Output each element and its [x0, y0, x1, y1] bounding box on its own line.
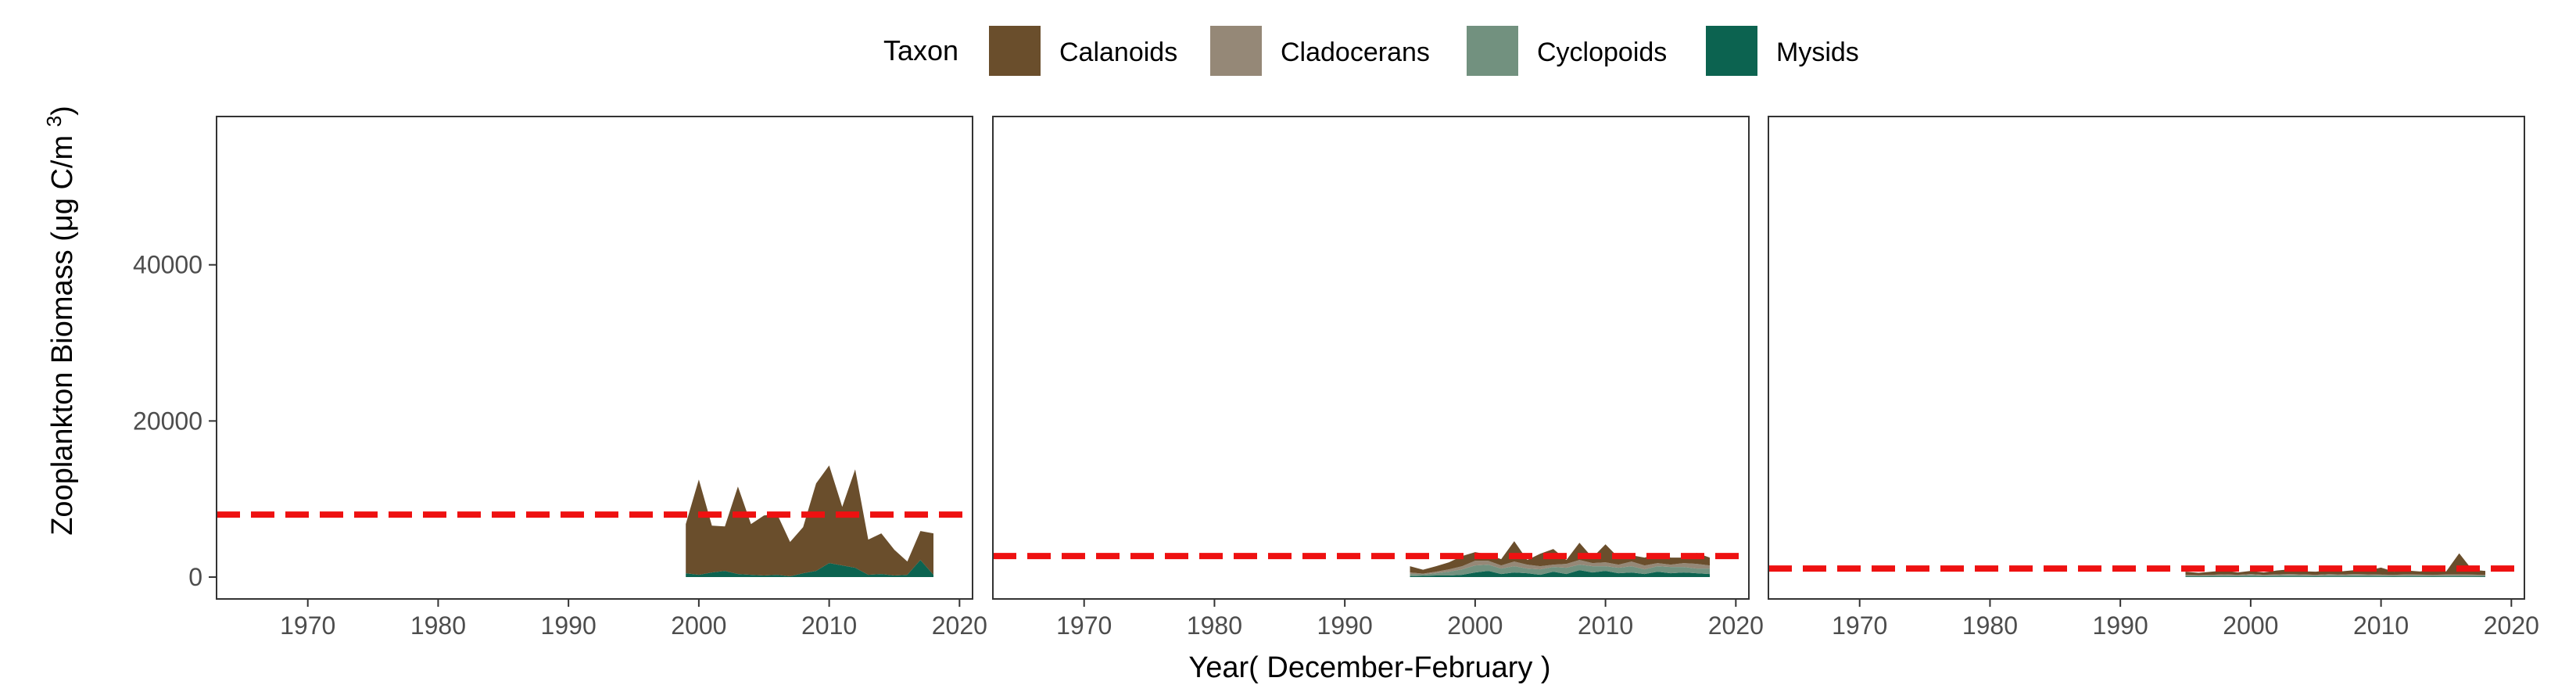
x-tick-label: 2010 [1578, 611, 1633, 640]
y-axis-title: Zooplankton Biomass (μg C/m 3) [42, 106, 79, 536]
legend-label: Cyclopoids [1537, 38, 1667, 67]
area-calanoids [686, 465, 933, 576]
x-tick-label: 1970 [1056, 611, 1112, 640]
legend-label: Cladocerans [1281, 38, 1430, 67]
y-axis-title-main: Zooplankton Biomass ( [46, 231, 79, 536]
legend-items: Calanoids Cladocerans Cyclopoids Mysids [989, 26, 1859, 76]
y-axis-title-superscript: 3 [42, 116, 66, 127]
x-tick-label: 1980 [410, 611, 466, 640]
x-tick-label: 2020 [932, 611, 987, 640]
legend-item-mysids: Mysids [1706, 26, 1859, 76]
area-cyclopoids [1410, 565, 1710, 576]
x-tick-label: 2000 [2223, 611, 2278, 640]
y-axis-title-close: ) [46, 106, 79, 116]
panel-border [992, 116, 1750, 600]
y-axis-title-unit: g C/m [46, 127, 79, 214]
panel-2: 1970 1980 1990 2000 2010 2020 [992, 116, 1764, 640]
panel-border [216, 116, 973, 600]
legend-swatch [1706, 26, 1757, 76]
x-tick-label: 1980 [1962, 611, 2018, 640]
panel-1: 1970 1980 1990 2000 2010 2020 [216, 116, 987, 640]
legend-label: Calanoids [1059, 38, 1177, 67]
x-tick-label: 1970 [1832, 611, 1887, 640]
legend-label: Mysids [1776, 38, 1859, 67]
y-tick-label: 0 [188, 563, 202, 591]
panel-background [1768, 117, 2524, 599]
legend-item-cyclopoids: Cyclopoids [1467, 26, 1667, 76]
x-tick-label: 2020 [1708, 611, 1764, 640]
legend-title: Taxon [883, 34, 958, 66]
x-axis-title: Year( December-February ) [1188, 651, 1550, 684]
area-cladocerans [2185, 574, 2485, 576]
y-tick-label: 40000 [133, 251, 202, 279]
x-tick-label: 2010 [801, 611, 857, 640]
area-mysids [2185, 576, 2485, 577]
legend-swatch [989, 26, 1041, 76]
legend-item-calanoids: Calanoids [989, 26, 1177, 76]
x-tick-label: 2000 [1447, 611, 1503, 640]
legend: Taxon Calanoids Cladocerans Cyclopoids Mysi… [883, 26, 1859, 76]
area-cyclopoids [2185, 575, 2485, 577]
x-tick-label: 1990 [1317, 611, 1373, 640]
y-tick-label: 20000 [133, 407, 202, 435]
x-tick-label: 2020 [2484, 611, 2539, 640]
y-axis-title-mu: μ [46, 214, 79, 231]
x-tick-label: 1990 [2093, 611, 2148, 640]
legend-swatch [1467, 26, 1518, 76]
x-tick-label: 1990 [541, 611, 597, 640]
x-tick-label: 1980 [1187, 611, 1242, 640]
x-tick-label: 2010 [2353, 611, 2409, 640]
facet-panels: 1970 1980 1990 2000 2010 2020 1970 1980 1990 2000… [216, 116, 2539, 640]
panel-3: 1970 1980 1990 2000 2010 2020 [1768, 116, 2539, 640]
legend-swatch [1210, 26, 1262, 76]
panel-background [993, 117, 1749, 599]
x-tick-label: 1970 [280, 611, 335, 640]
legend-item-cladocerans: Cladocerans [1210, 26, 1430, 76]
area-mysids [686, 560, 933, 577]
area-mysids [1410, 570, 1710, 577]
panel-border [1768, 116, 2525, 600]
y-axis: 0 20000 40000 [133, 251, 217, 591]
x-tick-label: 2000 [671, 611, 726, 640]
area-cladocerans [1410, 560, 1710, 575]
